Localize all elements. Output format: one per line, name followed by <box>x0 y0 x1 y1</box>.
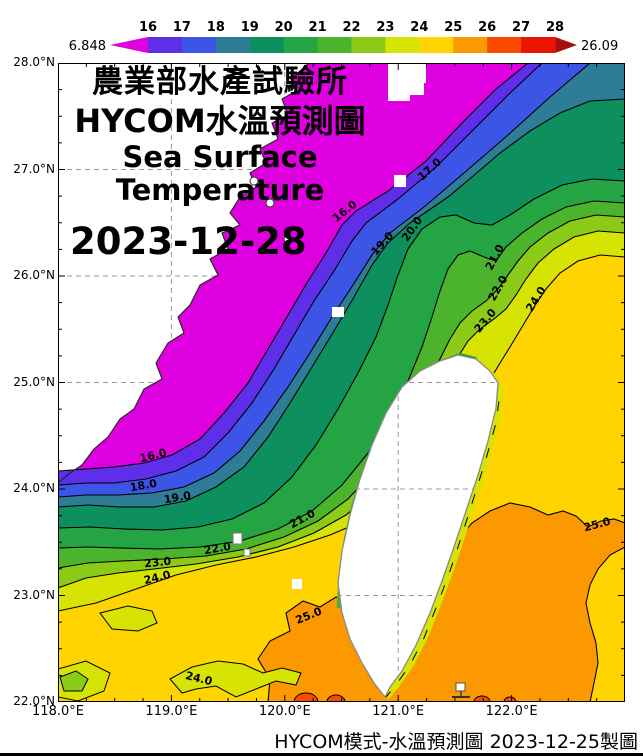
colorbar-segment <box>317 37 353 53</box>
contour-line <box>57 62 529 472</box>
colorbar-tick-label: 23 <box>376 20 394 35</box>
missing-data-cell <box>393 67 413 81</box>
bottom-border <box>0 753 643 756</box>
lon-tick-label: 120.0°E <box>258 704 311 719</box>
colorbar-svg: 16 17 18 19 20 21 22 23 24 25 26 27 28 6.848 26.09 <box>69 20 618 54</box>
lat-tick-label: 27.0°N <box>13 161 55 176</box>
lat-tick-label: 25.0°N <box>13 374 55 389</box>
colorbar-tick-label: 18 <box>207 20 225 35</box>
lat-tick-label: 24.0°N <box>13 481 55 495</box>
taiwan-east-coast-band <box>383 358 504 700</box>
contour-label: 24.0 <box>184 669 214 688</box>
colorbar-segment <box>283 37 319 53</box>
colorbar-segment <box>148 37 183 53</box>
lat-tick-label: 26.0°N <box>13 268 55 282</box>
colorbar-tick-label: 25 <box>444 20 462 35</box>
contour-line <box>57 200 626 550</box>
patch-22-23 <box>59 670 89 692</box>
colorbar-segment <box>181 37 217 53</box>
colorbar-tick-label: 26 <box>478 20 496 35</box>
map-area: 16.0 16.0 17.0 18.0 19.0 19.0 20.0 21.0 21.0 22.0… <box>57 62 626 712</box>
missing-data-cell <box>292 579 302 589</box>
lat-tick-label: 23.0°N <box>13 587 55 602</box>
colorbar-segment <box>419 37 454 53</box>
offshore-islet <box>249 176 259 186</box>
colorbar-tick-label: 16 <box>139 20 157 35</box>
colorbar-tick-label: 19 <box>241 20 259 35</box>
colorbar-over-arrow <box>555 37 577 53</box>
colorbar: 16 17 18 19 20 21 22 23 24 25 26 27 28 6.848 26.09 <box>0 0 643 58</box>
contour-label: 23.0 <box>143 555 172 571</box>
colorbar-tick-label: 24 <box>410 20 428 35</box>
colorbar-min-label: 6.848 <box>69 39 106 54</box>
missing-data-cell <box>332 307 344 317</box>
contour-line <box>57 62 591 498</box>
colorbar-segment <box>215 37 251 53</box>
axis-ticks <box>58 63 625 702</box>
contour-label: 22.0 <box>203 540 232 558</box>
colorbar-max-label: 26.09 <box>581 39 618 54</box>
contour-line <box>57 178 626 531</box>
offshore-islet <box>283 234 293 244</box>
sst-contour-map: 16.016.017.018.019.019.020.021.021.022.0… <box>57 62 626 712</box>
missing-data-cell <box>410 83 424 95</box>
lon-tick-label: 121.0°E <box>372 704 425 719</box>
colorbar-tick-label: 22 <box>342 20 360 35</box>
taiwan-island <box>337 354 499 699</box>
lat-tick-label: 22.0°N <box>13 694 55 708</box>
china-coastline <box>57 62 309 484</box>
forecast-date: 2023-12-28 <box>70 220 307 263</box>
contour-label: 19.0 <box>163 489 192 507</box>
colorbar-segment <box>453 37 488 53</box>
contour-label: 18.0 <box>129 477 158 495</box>
lon-tick-label: 118.0°E <box>32 704 84 719</box>
penghu-islet <box>243 548 251 557</box>
colorbar-segment <box>385 37 420 53</box>
colorbar-segment <box>487 37 522 53</box>
colorbar-tick-label: 21 <box>309 20 327 35</box>
contour-line-25 <box>257 502 626 703</box>
lon-tick-label: 119.0°E <box>145 704 198 719</box>
contour-line <box>57 62 543 486</box>
colorbar-tick-label: 28 <box>546 20 564 35</box>
patch-23-24 <box>99 605 158 632</box>
missing-data-cell <box>394 175 406 187</box>
colorbar-tick-label: 17 <box>173 20 191 35</box>
footer-caption: HYCOM模式-水溫預測圖 2023-12-25製圖 <box>274 731 638 753</box>
offshore-islet <box>265 198 275 208</box>
contour-label: 16.0 <box>138 446 168 465</box>
colorbar-segment <box>521 37 556 53</box>
patch-23-24 <box>169 660 302 698</box>
lat-tick-label: 28.0°N <box>13 55 55 69</box>
islet-marker-flag <box>455 682 466 692</box>
colorbar-segment <box>249 37 285 53</box>
penghu-islet <box>232 532 243 545</box>
colorbar-segment <box>351 37 387 53</box>
contour-label: 24.0 <box>142 568 172 587</box>
colorbar-tick-label: 27 <box>512 20 530 35</box>
colorbar-tick-label: 20 <box>275 20 293 35</box>
colorbar-under-arrow <box>110 37 148 53</box>
lon-tick-label: 122.0°E <box>485 704 538 719</box>
